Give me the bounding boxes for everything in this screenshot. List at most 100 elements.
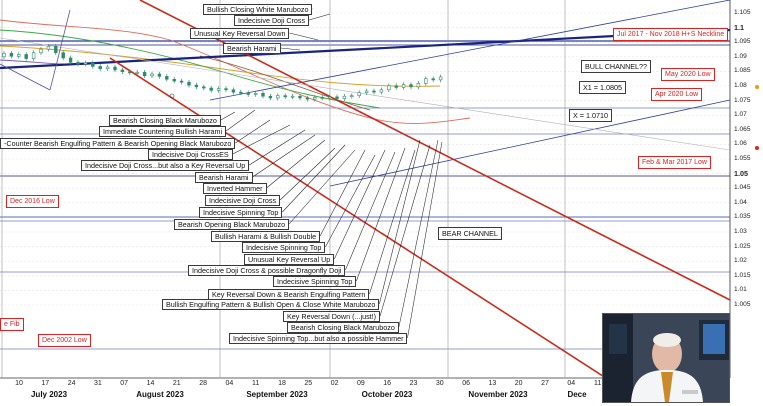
candle-body <box>298 95 302 99</box>
leader-line <box>345 151 396 271</box>
x-month-label: August 2023 <box>136 390 184 399</box>
may-2020-low-label: May 2020 Low <box>661 68 715 81</box>
pattern-label: Unusual Key Reversal Down <box>190 28 290 39</box>
candle <box>150 71 154 79</box>
pattern-label: Immediate Countering Bullish Harami <box>99 126 227 137</box>
candle <box>231 87 236 95</box>
leader-line <box>379 139 421 305</box>
x-month-label: Dece <box>567 390 587 399</box>
candle <box>431 76 435 83</box>
pattern-label: Indecisive Spinning Top <box>242 242 326 253</box>
pattern-label: Indecisive Doji Cross...but also a Key R… <box>81 160 250 171</box>
candle-body <box>9 52 14 57</box>
candle <box>83 60 88 67</box>
candle <box>24 52 28 61</box>
y-tick-label: 1.02 <box>734 257 747 265</box>
candle-body <box>165 76 169 80</box>
candle <box>202 84 206 91</box>
candle-body <box>401 84 406 88</box>
bull-channel-lower <box>329 99 731 187</box>
candle <box>98 64 102 72</box>
candle <box>165 74 169 82</box>
candle <box>187 79 191 88</box>
ma-green <box>0 29 381 109</box>
candle <box>31 50 36 61</box>
candle-body <box>135 71 139 74</box>
candle <box>239 89 243 96</box>
candle <box>401 82 406 90</box>
candle <box>283 93 287 100</box>
candle <box>268 93 273 101</box>
pattern-label: Indecisive Spinning Top <box>273 276 357 287</box>
candle <box>261 90 265 99</box>
x-tick-label: 21 <box>172 380 181 387</box>
y-tick-label: 1.03 <box>734 228 747 235</box>
pattern-label: Bearish Closing Black Marubozo <box>109 115 221 126</box>
leader-line <box>282 144 346 213</box>
pattern-label: Indecisive Doji Cross <box>205 195 281 206</box>
candle <box>135 69 139 76</box>
pattern-label: Unusual Key Reversal Up <box>244 254 335 265</box>
candle-body <box>364 90 369 94</box>
candle <box>409 82 413 90</box>
pattern-label: Bearish Harami <box>195 172 253 183</box>
candle <box>91 60 95 69</box>
pattern-label: Indecisive Spinning Top <box>199 207 283 218</box>
x-tick-label: 18 <box>278 380 286 387</box>
candle <box>194 82 199 90</box>
candle-body <box>2 52 6 58</box>
candle-body <box>105 66 110 70</box>
leader-line <box>220 111 236 121</box>
y-tick-label: 1.055 <box>734 155 751 162</box>
x-price-note: X = 1.0710 <box>569 109 612 122</box>
x-tick-label: 17 <box>41 380 50 387</box>
candle <box>105 64 110 72</box>
candle <box>372 88 376 95</box>
candle-body <box>327 96 332 99</box>
x-month-label: September 2023 <box>246 390 308 399</box>
candle <box>313 95 317 102</box>
candle-body <box>194 84 199 88</box>
y-tick-label: 1.025 <box>734 242 751 250</box>
fib-label: e Fib <box>0 318 24 331</box>
x-tick-label: 06 <box>462 380 470 387</box>
moving-averages <box>0 19 471 124</box>
candle <box>120 67 125 75</box>
y-tick-label: 1.035 <box>734 213 751 221</box>
x-tick-label: 13 <box>488 380 497 387</box>
leader-line <box>252 134 316 178</box>
price-marker <box>755 85 759 89</box>
candle-body <box>246 92 250 95</box>
x-tick-label: 11 <box>593 380 602 387</box>
y-axis-panel <box>730 0 763 380</box>
price-marker <box>755 146 759 150</box>
x-tick-label: 07 <box>120 380 129 387</box>
candle-body <box>157 73 162 77</box>
candle-body <box>68 57 73 63</box>
leader-line <box>289 32 319 41</box>
candle-body <box>320 97 324 99</box>
candle <box>327 94 332 101</box>
candle-body <box>172 78 176 82</box>
candle <box>424 76 428 86</box>
candle <box>209 85 213 93</box>
x-tick-label: 23 <box>409 380 418 387</box>
x1-price-note: X1 = 1.0805 <box>579 81 626 94</box>
candle <box>216 86 221 93</box>
hs-neckline <box>0 28 731 70</box>
y-tick-label: 1.07 <box>734 111 747 119</box>
leader-line <box>309 13 331 21</box>
bear-channel-label: BEAR CHANNEL <box>438 227 502 240</box>
candle-body <box>179 80 184 83</box>
candle-body <box>231 89 236 93</box>
candle-body <box>91 62 95 67</box>
candle <box>46 43 51 52</box>
candle <box>68 55 73 65</box>
x-month-label: October 2023 <box>361 390 413 399</box>
leader-lines <box>220 5 443 339</box>
candle <box>342 93 347 101</box>
candle-body <box>142 71 147 77</box>
pattern-label: Bullish Harami & Bullish Double <box>211 231 321 242</box>
x-tick-label: 04 <box>567 380 576 387</box>
candle-body <box>224 88 228 91</box>
